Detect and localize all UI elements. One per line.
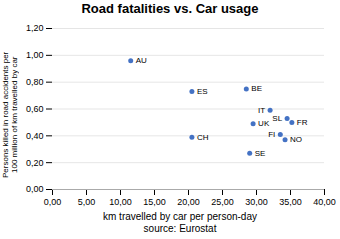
svg-text:IT: IT — [258, 106, 265, 115]
html-text:Road fatalities vs. Car usage: Road fatalities vs. Car usage — [81, 1, 259, 16]
svg-text:AU: AU — [136, 56, 147, 65]
svg-text:20,00: 20,00 — [177, 197, 200, 207]
svg-text:0,20: 0,20 — [26, 158, 44, 168]
svg-text:NO: NO — [290, 135, 302, 144]
svg-text:0,60: 0,60 — [26, 104, 44, 114]
svg-text:15,00: 15,00 — [143, 197, 166, 207]
svg-text:5,00: 5,00 — [78, 197, 96, 207]
svg-text:0,40: 0,40 — [26, 131, 44, 141]
svg-text:SL: SL — [272, 114, 282, 123]
svg-text:40,00: 40,00 — [313, 197, 336, 207]
html-text:source: Eurostat: source: Eurostat — [143, 223, 217, 234]
svg-text:BE: BE — [251, 84, 262, 93]
svg-text:UK: UK — [258, 119, 270, 128]
svg-text:CH: CH — [197, 133, 209, 142]
svg-text:10,00: 10,00 — [109, 197, 132, 207]
svg-text:0,00: 0,00 — [26, 184, 44, 194]
html-text:Persons killed in road acciden: Persons killed in road accidents per 100… — [1, 51, 19, 178]
svg-text:1,20: 1,20 — [26, 23, 44, 33]
svg-text:SE: SE — [255, 149, 266, 158]
svg-text:30,00: 30,00 — [245, 197, 268, 207]
svg-text:0,00: 0,00 — [44, 197, 62, 207]
svg-text:FR: FR — [297, 118, 308, 127]
svg-text:ES: ES — [197, 87, 208, 96]
svg-text:35,00: 35,00 — [279, 197, 302, 207]
svg-text:FI: FI — [268, 130, 275, 139]
svg-text:1,00: 1,00 — [26, 50, 44, 60]
svg-text:25,00: 25,00 — [211, 197, 234, 207]
svg-text:0,80: 0,80 — [26, 77, 44, 87]
html-text:km travelled by car per person: km travelled by car per person-day — [103, 211, 257, 222]
